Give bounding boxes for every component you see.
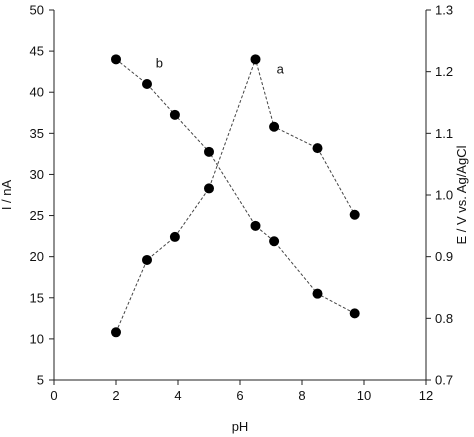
y-left-tick-label: 25 xyxy=(30,208,44,223)
y-left-tick-label: 40 xyxy=(30,85,44,100)
series-line-a xyxy=(115,57,356,333)
data-point xyxy=(111,54,121,65)
y-right-tick-label: 0.7 xyxy=(435,373,453,388)
x-tick-label: 0 xyxy=(50,388,57,403)
data-point xyxy=(349,308,360,319)
data-point xyxy=(142,254,152,265)
y-left-tick-label: 35 xyxy=(30,126,44,141)
data-point xyxy=(204,146,214,157)
data-point xyxy=(250,54,261,65)
y-right-tick-label: 1.2 xyxy=(435,64,453,79)
x-tick-label: 10 xyxy=(357,388,371,403)
y-right-tick-label: 0.9 xyxy=(435,249,453,264)
data-point xyxy=(169,109,180,120)
y-right-tick-label: 1.3 xyxy=(435,3,453,18)
data-point xyxy=(269,121,280,132)
y-left-tick-label: 30 xyxy=(30,167,44,182)
y-axis-left-label: I / nA xyxy=(0,180,14,211)
ticks: 0 2 4 6 8 10 12 5 10 15 20 25 30 35 40 45 50 0.7 0.8 0.9 1.0… xyxy=(30,3,454,404)
y-axis-right-label: E / V vs. Ag/AgCl xyxy=(454,145,469,244)
data-point xyxy=(312,143,323,154)
x-tick-label: 6 xyxy=(236,388,243,403)
data-point xyxy=(250,220,261,231)
data-point xyxy=(349,209,360,220)
series: ab xyxy=(111,54,360,338)
series-line-b xyxy=(115,58,355,314)
y-right-tick-label: 1.1 xyxy=(435,126,453,141)
data-point xyxy=(111,327,121,338)
data-point xyxy=(142,79,152,89)
axes xyxy=(53,10,427,381)
series-annotation-a: a xyxy=(277,61,285,76)
x-tick-label: 8 xyxy=(298,388,305,403)
series-annotation-b: b xyxy=(156,55,163,70)
x-tick-label: 4 xyxy=(174,388,181,403)
y-left-tick-label: 15 xyxy=(30,290,44,305)
data-point xyxy=(269,236,280,247)
data-point xyxy=(169,231,180,242)
y-left-tick-label: 50 xyxy=(30,3,44,18)
x-tick-label: 12 xyxy=(419,388,433,403)
y-left-tick-label: 10 xyxy=(30,331,44,346)
y-left-tick-label: 45 xyxy=(30,44,44,59)
series-b: b xyxy=(111,54,360,319)
y-left-tick-label: 5 xyxy=(37,373,44,388)
data-point xyxy=(312,288,323,299)
y-left-tick-label: 20 xyxy=(30,249,44,264)
x-tick-label: 2 xyxy=(112,388,119,403)
series-a: a xyxy=(111,54,360,338)
data-point xyxy=(204,183,214,194)
y-right-tick-label: 1.0 xyxy=(435,188,453,203)
x-axis-label: pH xyxy=(232,419,249,434)
labels: pH I / nA E / V vs. Ag/AgCl xyxy=(0,145,469,434)
y-right-tick-label: 0.8 xyxy=(435,311,453,326)
